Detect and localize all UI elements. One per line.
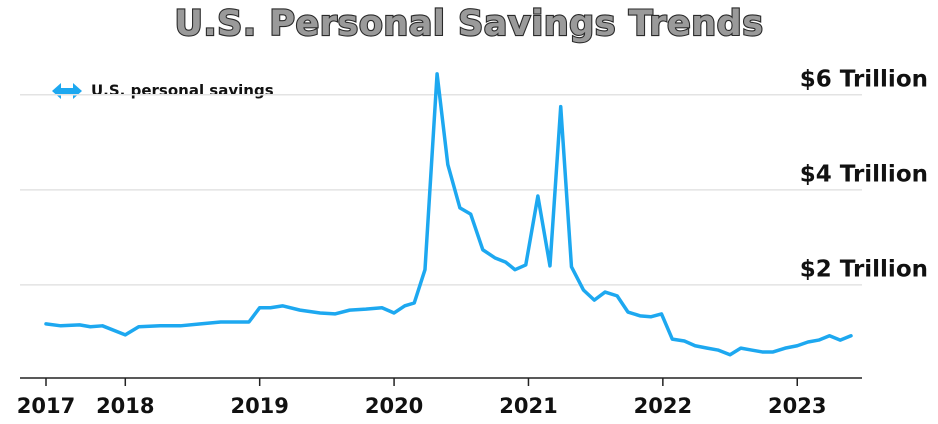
y-tick-label: $4 Trillion — [800, 161, 928, 187]
chart-title: U.S. Personal Savings Trends — [174, 4, 763, 44]
x-tick-label: 2023 — [768, 394, 826, 418]
legend-icon — [52, 83, 82, 99]
legend: U.S. personal savings — [52, 82, 274, 100]
legend-label: U.S. personal savings — [91, 82, 274, 100]
x-tick-label: 2022 — [634, 394, 692, 418]
series-line — [44, 72, 853, 357]
y-tick-label: $2 Trillion — [800, 256, 928, 282]
x-tick-label: 2019 — [230, 394, 288, 418]
x-tick-label: 2017 — [17, 394, 75, 418]
x-tick-label: 2021 — [499, 394, 557, 418]
y-tick-label: $6 Trillion — [800, 66, 928, 92]
x-tick-label: 2018 — [96, 394, 154, 418]
x-tick-label: 2020 — [365, 394, 423, 418]
